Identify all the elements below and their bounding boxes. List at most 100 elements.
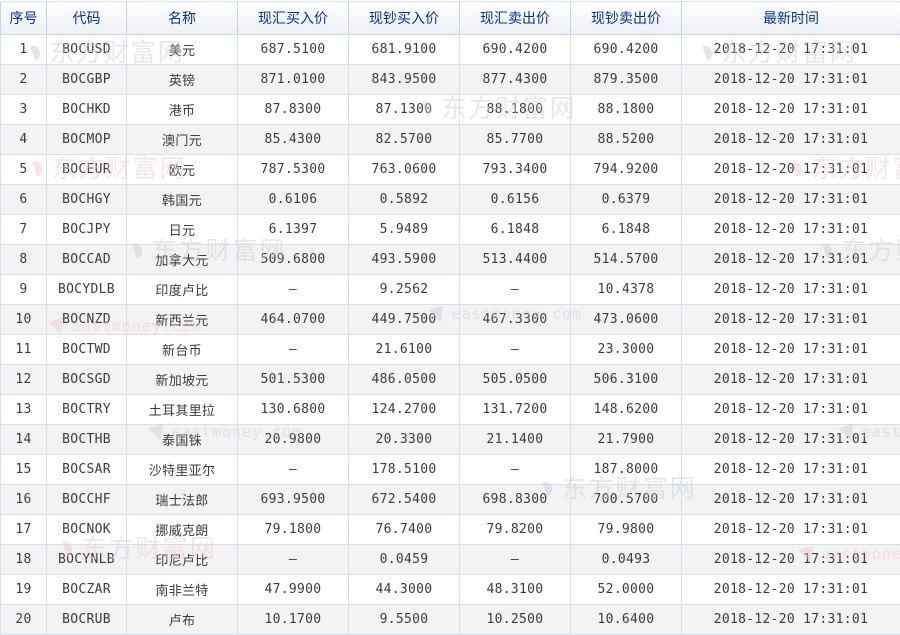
cell-name: 瑞士法郎 [127,485,238,515]
cell-index: 13 [1,395,47,425]
cell-time: 2018-12-20 17:31:01 [682,275,900,305]
cell-spot_sell: 690.4200 [460,35,571,65]
table-header: 序号代码名称现汇买入价现钞买入价现汇卖出价现钞卖出价最新时间 [1,2,900,35]
cell-cash_buy: 178.5100 [349,455,460,485]
cell-spot_sell: – [460,545,571,575]
cell-spot_buy: 687.5100 [238,35,349,65]
cell-cash_buy: 0.0459 [349,545,460,575]
cell-code: BOCZAR [47,575,127,605]
cell-cash_sell: 148.6200 [571,395,682,425]
cell-name: 新加坡元 [127,365,238,395]
table-header-row: 序号代码名称现汇买入价现钞买入价现汇卖出价现钞卖出价最新时间 [1,2,900,35]
cell-cash_buy: 44.3000 [349,575,460,605]
cell-spot_sell: 21.1400 [460,425,571,455]
cell-time: 2018-12-20 17:31:01 [682,485,900,515]
cell-time: 2018-12-20 17:31:01 [682,245,900,275]
cell-time: 2018-12-20 17:31:01 [682,575,900,605]
cell-time: 2018-12-20 17:31:01 [682,545,900,575]
cell-cash_sell: 187.8000 [571,455,682,485]
cell-cash_buy: 82.5700 [349,125,460,155]
cell-cash_buy: 672.5400 [349,485,460,515]
cell-name: 南非兰特 [127,575,238,605]
cell-name: 美元 [127,35,238,65]
cell-index: 16 [1,485,47,515]
cell-spot_sell: 88.1800 [460,95,571,125]
cell-time: 2018-12-20 17:31:01 [682,65,900,95]
cell-time: 2018-12-20 17:31:01 [682,215,900,245]
cell-cash_buy: 681.9100 [349,35,460,65]
cell-spot_sell: 48.3100 [460,575,571,605]
cell-index: 6 [1,185,47,215]
cell-spot_buy: – [238,335,349,365]
cell-index: 11 [1,335,47,365]
cell-cash_buy: 20.3300 [349,425,460,455]
cell-cash_buy: 449.7500 [349,305,460,335]
cell-cash_buy: 21.6100 [349,335,460,365]
cell-spot_sell: 6.1848 [460,215,571,245]
cell-cash_sell: 79.9800 [571,515,682,545]
cell-code: BOCEUR [47,155,127,185]
cell-spot_buy: 87.8300 [238,95,349,125]
cell-code: BOCTWD [47,335,127,365]
cell-spot_buy: 693.9500 [238,485,349,515]
cell-spot_buy: 787.5300 [238,155,349,185]
cell-time: 2018-12-20 17:31:01 [682,125,900,155]
cell-spot_buy: 79.1800 [238,515,349,545]
column-header-cash_sell: 现钞卖出价 [571,2,682,35]
cell-name: 印尼卢比 [127,545,238,575]
cell-spot_sell: 793.3400 [460,155,571,185]
cell-spot_sell: 505.0500 [460,365,571,395]
cell-cash_buy: 493.5900 [349,245,460,275]
cell-spot_sell: 10.2500 [460,605,571,635]
cell-code: BOCNZD [47,305,127,335]
cell-spot_buy: – [238,545,349,575]
column-header-spot_buy: 现汇买入价 [238,2,349,35]
cell-code: BOCNOK [47,515,127,545]
cell-cash_sell: 514.5700 [571,245,682,275]
cell-code: BOCTRY [47,395,127,425]
cell-spot_buy: 47.9900 [238,575,349,605]
cell-cash_sell: 21.7900 [571,425,682,455]
cell-time: 2018-12-20 17:31:01 [682,155,900,185]
cell-name: 澳门元 [127,125,238,155]
cell-code: BOCSGD [47,365,127,395]
cell-cash_sell: 690.4200 [571,35,682,65]
cell-spot_sell: 467.3300 [460,305,571,335]
cell-time: 2018-12-20 17:31:01 [682,335,900,365]
cell-cash_sell: 10.4378 [571,275,682,305]
cell-name: 加拿大元 [127,245,238,275]
cell-spot_sell: 698.8300 [460,485,571,515]
cell-index: 19 [1,575,47,605]
cell-index: 15 [1,455,47,485]
column-header-spot_sell: 现汇卖出价 [460,2,571,35]
cell-code: BOCTHB [47,425,127,455]
cell-index: 1 [1,35,47,65]
cell-time: 2018-12-20 17:31:01 [682,515,900,545]
column-header-code: 代码 [47,2,127,35]
cell-index: 9 [1,275,47,305]
cell-spot_buy: 130.6800 [238,395,349,425]
cell-index: 20 [1,605,47,635]
cell-spot_sell: 79.8200 [460,515,571,545]
column-header-index: 序号 [1,2,47,35]
cell-cash_sell: 700.5700 [571,485,682,515]
cell-name: 港币 [127,95,238,125]
cell-spot_sell: 0.6156 [460,185,571,215]
cell-name: 韩国元 [127,185,238,215]
cell-cash_sell: 0.0493 [571,545,682,575]
cell-name: 日元 [127,215,238,245]
cell-spot_sell: 131.7200 [460,395,571,425]
cell-spot_sell: – [460,455,571,485]
